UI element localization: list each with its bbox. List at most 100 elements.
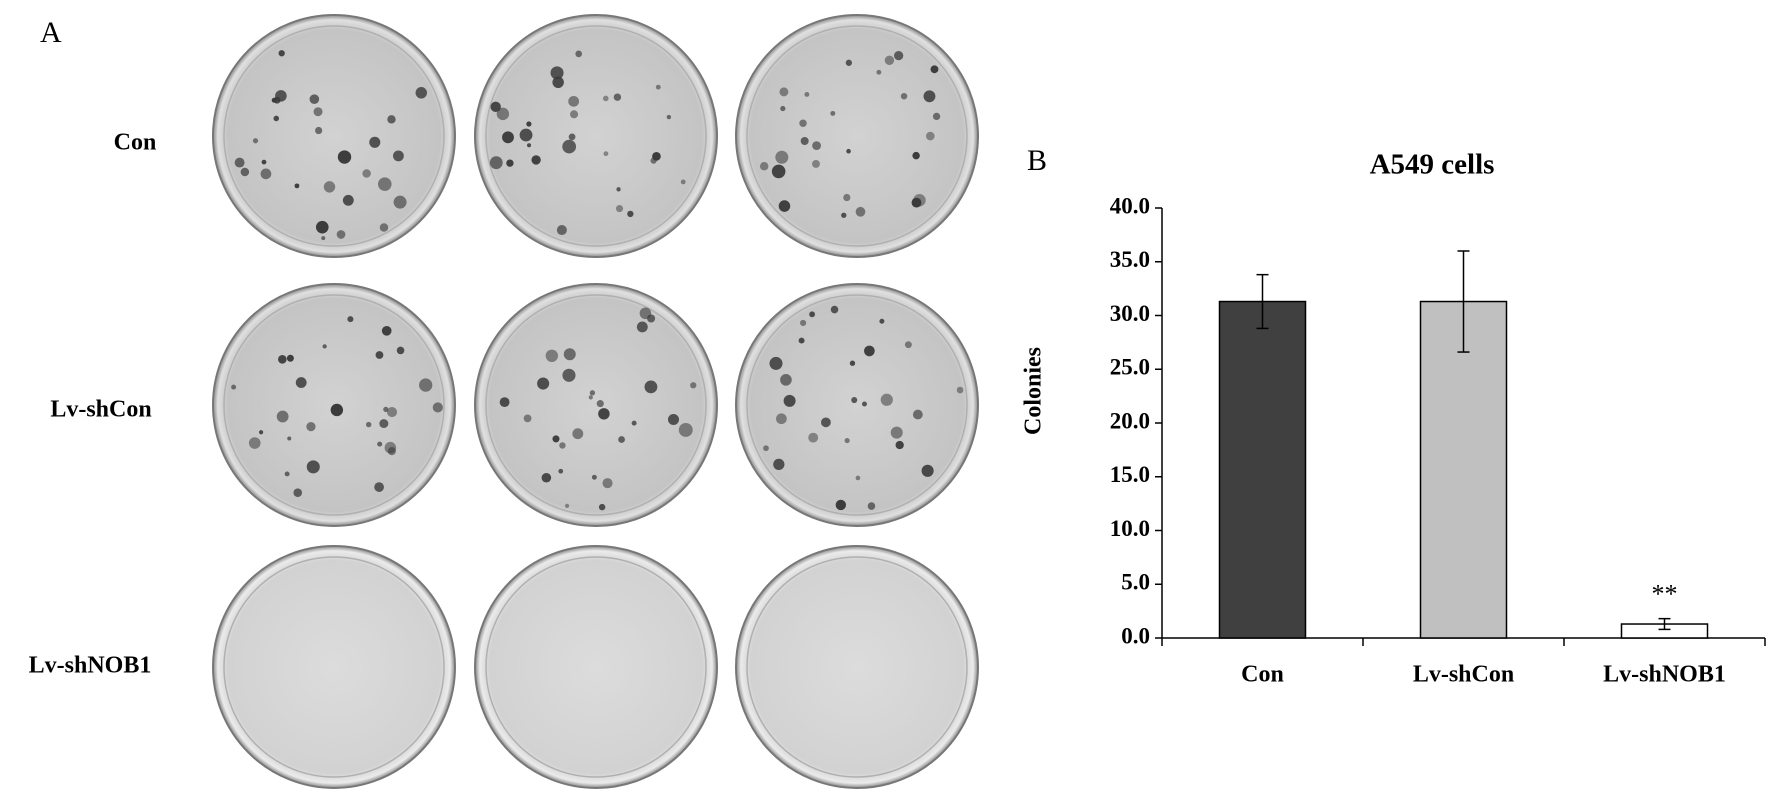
colony: [432, 402, 443, 413]
colony: [294, 183, 300, 189]
colony: [552, 76, 564, 89]
colony: [798, 337, 805, 344]
colony: [273, 115, 280, 122]
colony: [531, 155, 541, 165]
colony: [234, 157, 245, 168]
colony: [598, 503, 606, 511]
colony: [618, 436, 625, 443]
colony: [923, 90, 936, 103]
plate-rim: [223, 556, 445, 778]
colony: [558, 468, 564, 474]
colony: [381, 325, 392, 336]
colony: [589, 390, 596, 396]
colony: [627, 210, 634, 218]
plate-rim: [485, 556, 707, 778]
colony: [260, 168, 272, 180]
colony: [562, 139, 577, 154]
colony: [921, 464, 934, 477]
colony: [895, 440, 904, 450]
colony: [496, 107, 510, 121]
row-label: Con: [114, 130, 157, 156]
colony: [900, 92, 908, 100]
y-tick-label: 40.0: [1110, 193, 1150, 218]
colony: [821, 417, 831, 428]
colony: [347, 316, 354, 323]
colony: [636, 321, 648, 333]
chart-title: A549 cells: [1370, 149, 1495, 181]
colony: [240, 167, 250, 177]
colony: [489, 156, 503, 170]
colony: [844, 437, 850, 444]
plate: [735, 14, 979, 258]
colony: [876, 69, 882, 75]
colony: [231, 384, 237, 390]
colony: [776, 413, 787, 425]
colony: [912, 151, 920, 160]
colony: [315, 220, 329, 234]
colony: [780, 105, 786, 112]
colony: [570, 110, 579, 119]
plate-rim: [485, 294, 707, 516]
colony: [315, 126, 323, 135]
colony: [773, 458, 785, 471]
colony: [572, 428, 584, 440]
y-tick-label: 5.0: [1121, 570, 1150, 595]
colony: [598, 408, 610, 420]
colony: [375, 351, 384, 359]
colony: [490, 101, 501, 112]
colony: [588, 395, 593, 400]
colony: [383, 406, 389, 412]
colony: [855, 475, 861, 481]
colony: [644, 380, 658, 394]
y-tick-label: 30.0: [1110, 301, 1150, 326]
y-tick-label: 20.0: [1110, 408, 1150, 433]
colony: [800, 137, 809, 146]
colony: [780, 374, 792, 386]
colony: [804, 92, 810, 97]
colony: [393, 195, 407, 209]
plate: [212, 14, 456, 258]
colony: [932, 112, 941, 121]
colony: [502, 131, 514, 144]
colony: [337, 150, 352, 164]
colony: [890, 426, 903, 439]
colony: [377, 441, 383, 447]
colony: [393, 150, 404, 162]
colony: [843, 193, 851, 202]
colony: [309, 94, 320, 104]
colony: [419, 378, 433, 392]
colony: [287, 436, 292, 441]
colony: [321, 236, 326, 241]
colony: [499, 397, 510, 408]
bar: [1419, 300, 1508, 639]
colony: [295, 377, 307, 388]
colony: [545, 349, 559, 363]
colony: [541, 472, 552, 483]
colony: [565, 503, 570, 508]
colony: [867, 502, 876, 510]
colony: [568, 133, 576, 141]
colony: [603, 151, 609, 157]
colony: [631, 420, 637, 426]
colony: [575, 50, 583, 58]
colony: [278, 50, 285, 57]
colony: [666, 114, 672, 120]
colony: [880, 393, 893, 406]
row-label: Lv-shCon: [50, 397, 151, 423]
colony: [655, 84, 661, 90]
colony: [771, 164, 786, 179]
colony: [775, 150, 789, 164]
plate: [735, 283, 979, 527]
colony: [562, 368, 576, 382]
colony: [330, 403, 344, 417]
colony: [930, 65, 939, 74]
colony: [812, 141, 822, 151]
colony: [851, 397, 858, 404]
colony: [615, 204, 624, 213]
colony: [830, 110, 836, 116]
y-tick-label: 0.0: [1121, 623, 1150, 648]
colony: [849, 360, 856, 366]
colony: [248, 437, 261, 449]
colony: [652, 152, 661, 161]
